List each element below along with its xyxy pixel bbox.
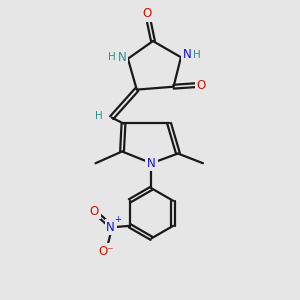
Text: O: O [90, 205, 99, 218]
Text: N: N [118, 51, 126, 64]
Text: O⁻: O⁻ [98, 245, 114, 258]
Text: O: O [142, 7, 152, 20]
Text: N: N [106, 221, 115, 234]
Text: H: H [193, 50, 201, 60]
Text: H: H [108, 52, 116, 62]
Text: N: N [147, 157, 156, 170]
Text: N: N [182, 48, 191, 62]
Text: +: + [114, 215, 121, 224]
Text: O: O [196, 79, 206, 92]
Text: H: H [95, 111, 103, 121]
